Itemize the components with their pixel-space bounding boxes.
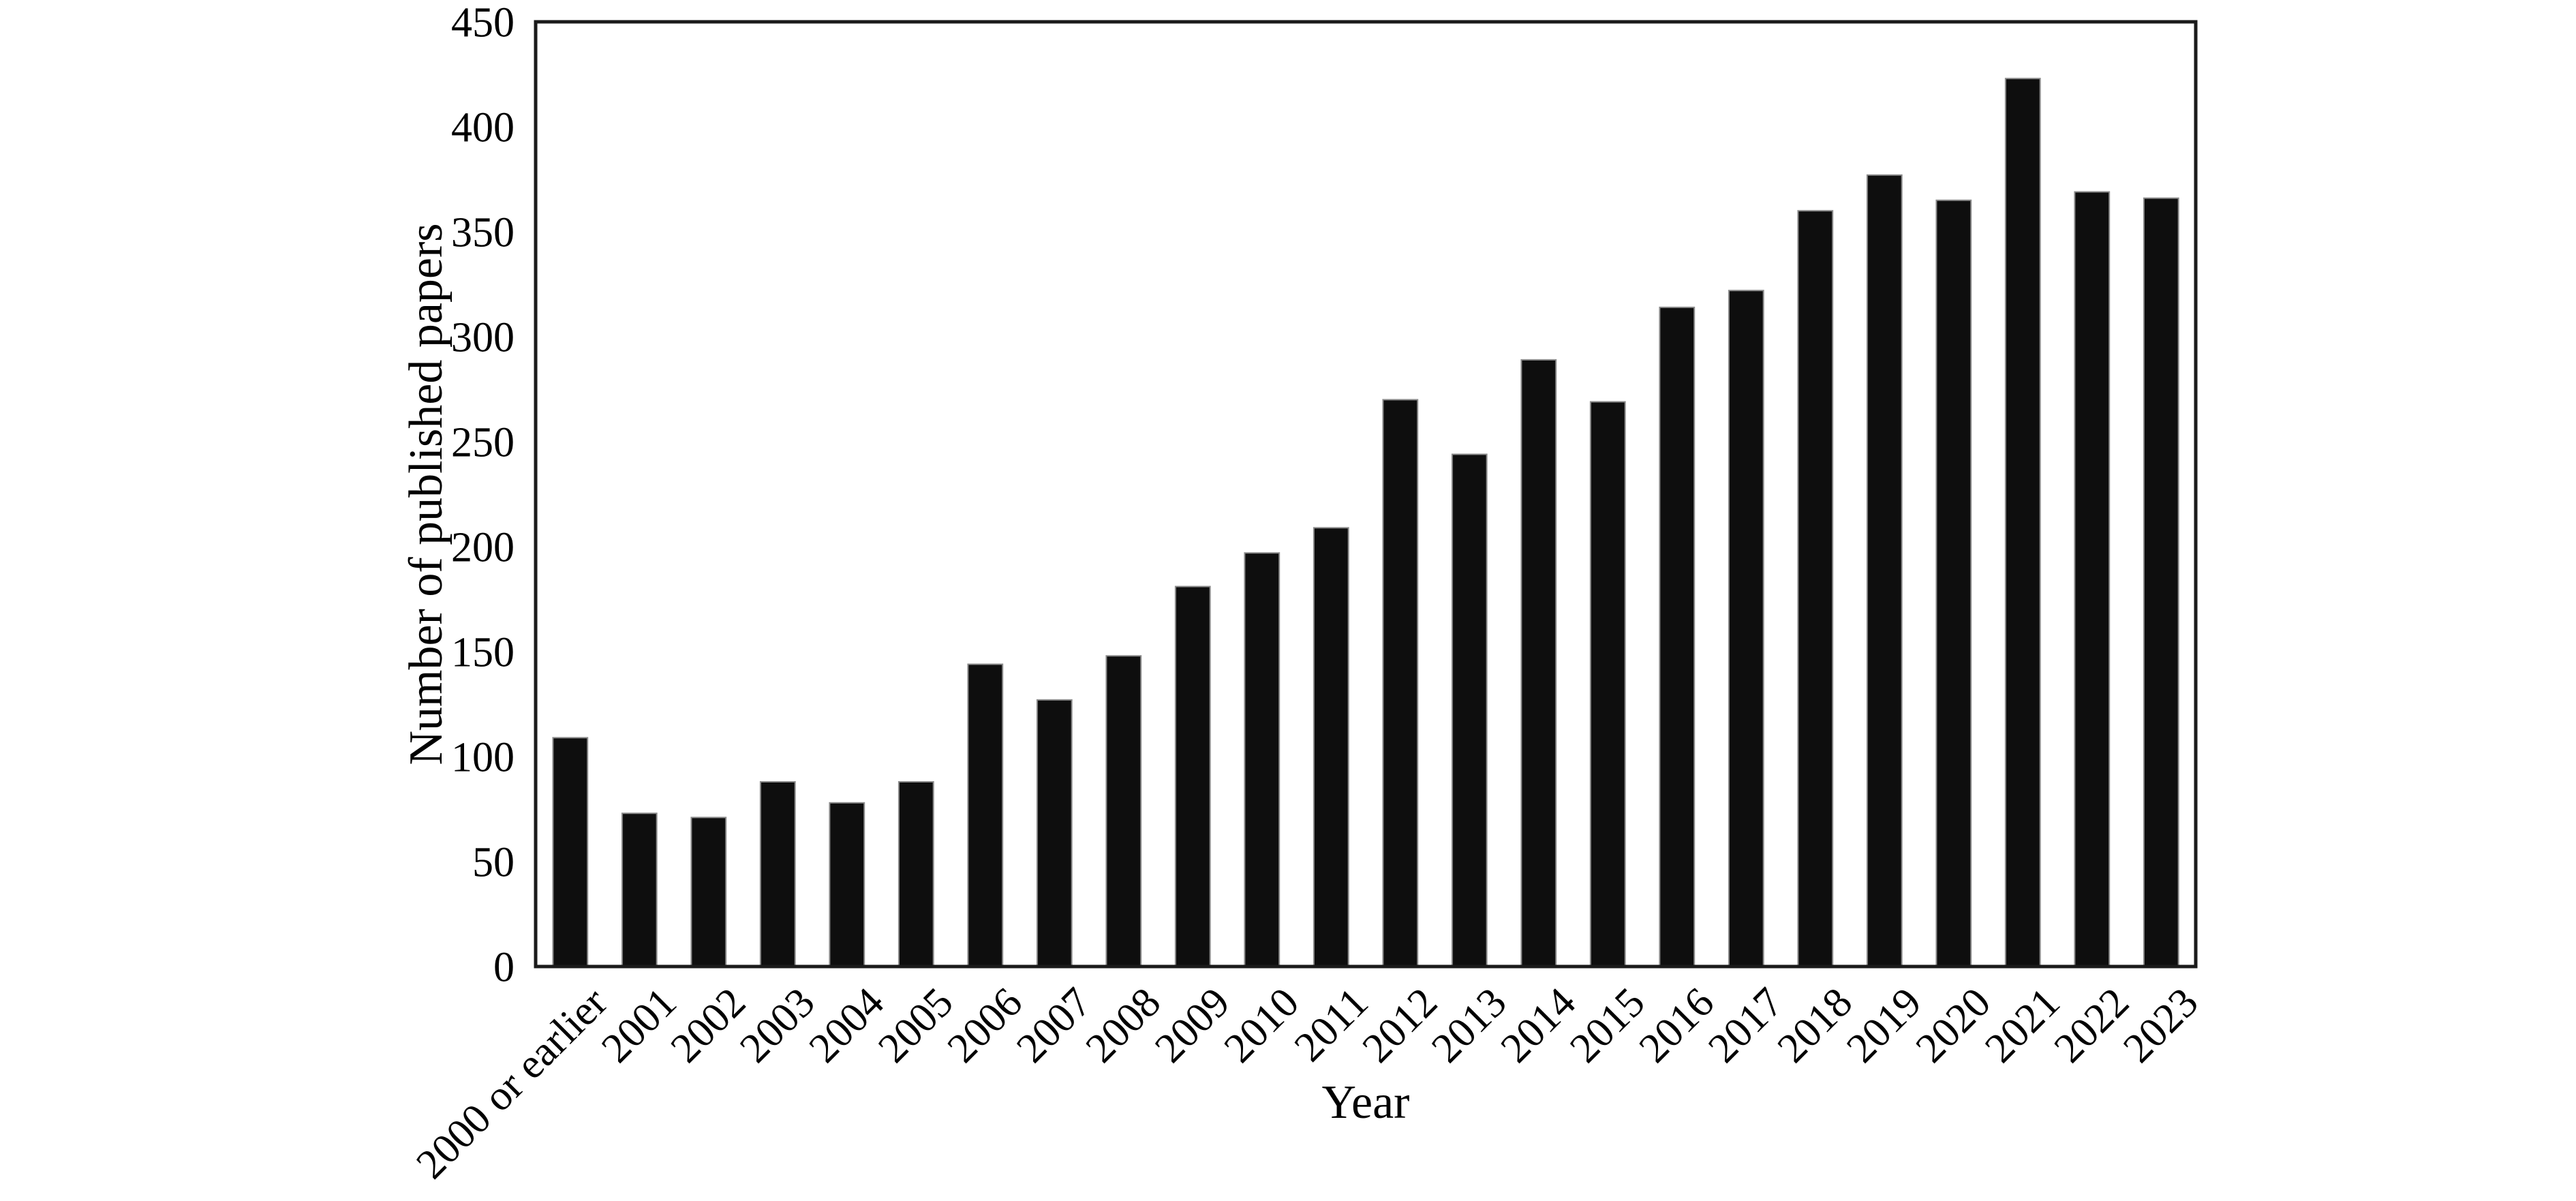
x-tick-label-2017: 2017 xyxy=(1700,979,1792,1071)
x-tick-label-2010: 2010 xyxy=(1215,979,1308,1071)
bar-2003 xyxy=(759,781,796,967)
bar-2023 xyxy=(2143,197,2179,968)
x-tick-label-2006: 2006 xyxy=(938,979,1031,1071)
bar-2011 xyxy=(1313,527,1349,967)
y-axis-tick-labels: 0 50 100 150 200 250 300 350 400 450 xyxy=(451,0,515,991)
x-tick-label-2007: 2007 xyxy=(1008,979,1101,1071)
x-tick-label-2000 or earlier: 2000 or earlier xyxy=(408,979,616,1187)
y-tick-label-200: 200 xyxy=(451,525,515,571)
x-tick-label-2011: 2011 xyxy=(1286,979,1377,1070)
bar-2015 xyxy=(1589,401,1626,967)
bar-2005 xyxy=(898,781,934,967)
bars-group xyxy=(552,78,2179,968)
x-tick-label-2004: 2004 xyxy=(800,979,893,1071)
x-tick-label-2012: 2012 xyxy=(1353,979,1446,1071)
x-tick-label-2001: 2001 xyxy=(593,979,686,1071)
bar-2000 or earlier xyxy=(552,737,589,968)
bar-2008 xyxy=(1105,655,1142,967)
y-tick-label-0: 0 xyxy=(493,945,515,991)
bar-2018 xyxy=(1797,210,1834,968)
x-tick-label-2016: 2016 xyxy=(1630,979,1723,1071)
bar-2001 xyxy=(621,812,658,967)
x-tick-label-2018: 2018 xyxy=(1768,979,1861,1071)
bar-2020 xyxy=(1935,199,1972,967)
bar-2004 xyxy=(829,802,865,968)
x-axis-title: Year xyxy=(1322,1076,1410,1129)
bar-2010 xyxy=(1244,552,1281,967)
x-axis-tick-labels: 2000 or earlier2001200220032004200520062… xyxy=(408,979,2207,1187)
x-tick-label-2020: 2020 xyxy=(1907,979,1999,1071)
y-tick-label-100: 100 xyxy=(451,735,515,781)
bar-2019 xyxy=(1866,174,1903,967)
x-tick-label-2009: 2009 xyxy=(1146,979,1239,1071)
bar-2016 xyxy=(1659,306,1696,967)
bar-2021 xyxy=(2004,78,2041,968)
plot-border xyxy=(534,20,2198,969)
x-tick-label-2003: 2003 xyxy=(731,979,824,1071)
x-tick-label-2015: 2015 xyxy=(1561,979,1654,1071)
x-tick-label-2019: 2019 xyxy=(1838,979,1931,1071)
x-tick-label-2014: 2014 xyxy=(1492,979,1584,1071)
y-tick-label-350: 350 xyxy=(451,210,515,256)
y-tick-label-300: 300 xyxy=(451,315,515,361)
y-tick-label-450: 450 xyxy=(451,0,515,46)
y-axis-title: Number of published papers xyxy=(400,223,453,765)
y-tick-label-250: 250 xyxy=(451,420,515,466)
bar-2006 xyxy=(967,663,1004,967)
x-tick-label-2005: 2005 xyxy=(870,979,962,1071)
y-tick-label-150: 150 xyxy=(451,630,515,676)
bar-2009 xyxy=(1174,586,1211,967)
x-tick-label-2002: 2002 xyxy=(662,979,754,1071)
x-tick-label-2013: 2013 xyxy=(1423,979,1516,1071)
bar-2017 xyxy=(1728,290,1764,967)
x-tick-label-2023: 2023 xyxy=(2115,979,2207,1071)
bar-2002 xyxy=(690,817,727,968)
y-tick-label-400: 400 xyxy=(451,105,515,151)
x-tick-label-2022: 2022 xyxy=(2045,979,2138,1071)
y-tick-label-50: 50 xyxy=(472,840,515,886)
bar-2014 xyxy=(1520,359,1557,967)
bar-2022 xyxy=(2074,191,2111,967)
x-tick-label-2021: 2021 xyxy=(1976,979,2069,1071)
bar-2012 xyxy=(1382,399,1419,967)
bar-2007 xyxy=(1036,699,1073,968)
bar-2013 xyxy=(1451,453,1488,967)
x-tick-label-2008: 2008 xyxy=(1077,979,1169,1071)
